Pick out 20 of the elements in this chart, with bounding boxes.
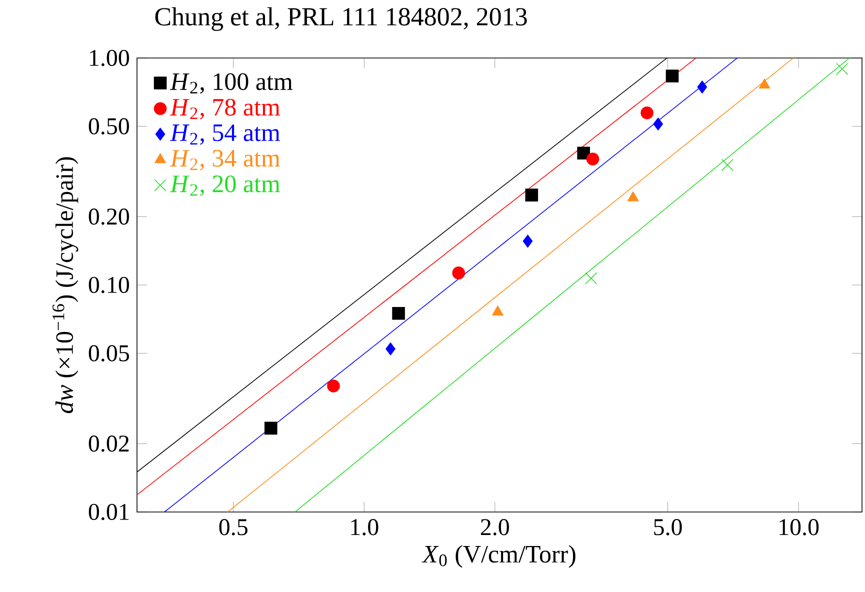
legend-label: H$_{2}$, 34 atm: [170, 150, 280, 170]
legend-label: H$_{2}$, 54 atm: [170, 124, 280, 145]
y-tick-label: 0.05: [88, 345, 130, 362]
x-tick-label: 5.0: [654, 519, 682, 536]
legend-label: H$_{2}$, 100 atm: [170, 73, 293, 94]
x-tick-label: 2.0: [480, 519, 509, 536]
x-tick-label: 0.5: [219, 519, 248, 536]
y-tick-label: 0.10: [88, 276, 130, 294]
y-tick-label: 0.50: [88, 118, 130, 134]
y-axis-title: dw (×10$^{−16}$) (J/cycle/pair): [52, 157, 78, 414]
x-tick-label: 1.0: [351, 519, 378, 536]
y-tick-label: 0.01: [88, 504, 129, 520]
legend-label: H$_{2}$, 20 atm: [170, 175, 280, 196]
chart-title: Chung et al, PRL 111 184802, 2013: [155, 7, 527, 31]
legend-label: H$_{2}$, 78 atm: [170, 98, 280, 120]
y-tick-label: 0.02: [88, 436, 129, 452]
x-axis-title: X$_{0}$ (V/cm/Torr): [422, 545, 576, 568]
x-tick-label: 10.0: [780, 519, 819, 536]
y-tick-label: 0.20: [88, 208, 130, 225]
y-tick-label: 1.00: [90, 50, 130, 66]
